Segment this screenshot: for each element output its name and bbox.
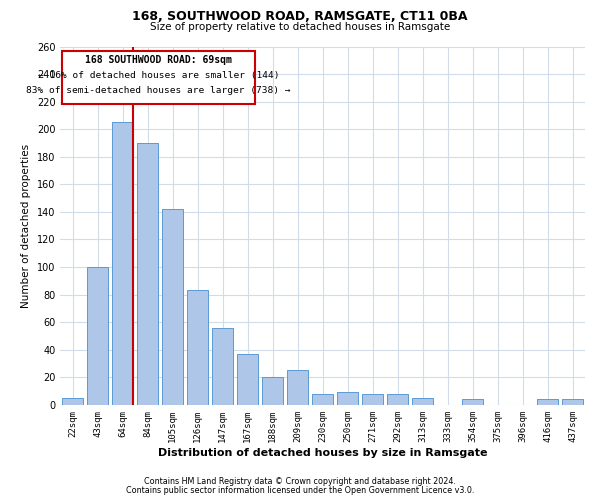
Bar — [187, 290, 208, 405]
X-axis label: Distribution of detached houses by size in Ramsgate: Distribution of detached houses by size … — [158, 448, 487, 458]
Text: 168 SOUTHWOOD ROAD: 69sqm: 168 SOUTHWOOD ROAD: 69sqm — [85, 56, 232, 66]
Text: 83% of semi-detached houses are larger (738) →: 83% of semi-detached houses are larger (… — [26, 86, 290, 95]
FancyBboxPatch shape — [62, 50, 255, 104]
Bar — [212, 328, 233, 405]
Bar — [312, 394, 333, 405]
Bar — [462, 400, 483, 405]
Bar — [237, 354, 259, 405]
Bar — [562, 400, 583, 405]
Text: 168, SOUTHWOOD ROAD, RAMSGATE, CT11 0BA: 168, SOUTHWOOD ROAD, RAMSGATE, CT11 0BA — [132, 10, 468, 23]
Bar — [162, 209, 184, 405]
Text: Contains public sector information licensed under the Open Government Licence v3: Contains public sector information licen… — [126, 486, 474, 495]
Bar — [337, 392, 358, 405]
Bar — [287, 370, 308, 405]
Text: Contains HM Land Registry data © Crown copyright and database right 2024.: Contains HM Land Registry data © Crown c… — [144, 478, 456, 486]
Bar — [262, 378, 283, 405]
Bar — [537, 400, 558, 405]
Bar — [87, 267, 109, 405]
Bar — [137, 143, 158, 405]
Text: Size of property relative to detached houses in Ramsgate: Size of property relative to detached ho… — [150, 22, 450, 32]
Bar — [112, 122, 133, 405]
Bar — [412, 398, 433, 405]
Text: ← 16% of detached houses are smaller (144): ← 16% of detached houses are smaller (14… — [38, 71, 279, 80]
Bar — [62, 398, 83, 405]
Bar — [362, 394, 383, 405]
Bar — [387, 394, 408, 405]
Y-axis label: Number of detached properties: Number of detached properties — [21, 144, 31, 308]
